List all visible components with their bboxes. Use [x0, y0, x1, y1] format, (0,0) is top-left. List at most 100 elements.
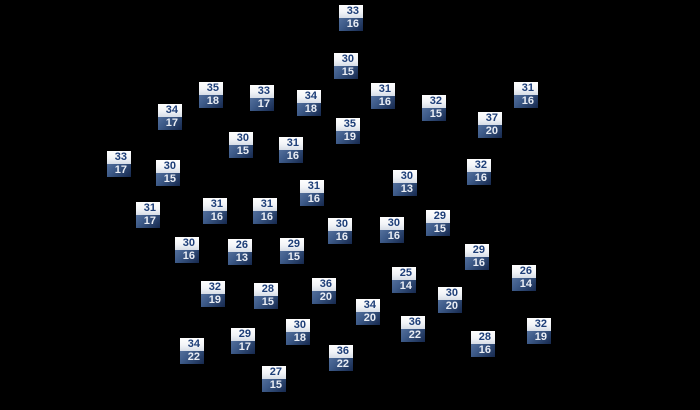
temp-marker[interactable]: 32 19	[201, 281, 225, 307]
temp-marker[interactable]: 30 20	[438, 287, 462, 313]
high-value: 36	[329, 345, 353, 358]
low-value: 16	[371, 96, 395, 109]
low-value: 17	[231, 341, 255, 354]
temp-marker[interactable]: 31 16	[371, 83, 395, 109]
temp-marker[interactable]: 30 15	[334, 53, 358, 79]
temp-marker[interactable]: 31 16	[514, 82, 538, 108]
high-value: 34	[297, 90, 321, 103]
high-value: 32	[527, 318, 551, 331]
high-value: 26	[512, 265, 536, 278]
high-value: 28	[471, 331, 495, 344]
temp-marker[interactable]: 37 20	[478, 112, 502, 138]
low-value: 16	[328, 231, 352, 244]
temp-marker[interactable]: 31 17	[136, 202, 160, 228]
temp-marker[interactable]: 29 15	[280, 238, 304, 264]
temp-marker[interactable]: 34 18	[297, 90, 321, 116]
high-value: 31	[136, 202, 160, 215]
high-value: 29	[465, 244, 489, 257]
low-value: 15	[254, 296, 278, 309]
low-value: 16	[339, 18, 363, 31]
high-value: 26	[228, 239, 252, 252]
low-value: 16	[471, 344, 495, 357]
temp-marker[interactable]: 34 20	[356, 299, 380, 325]
temp-marker[interactable]: 28 15	[254, 283, 278, 309]
temp-marker[interactable]: 31 16	[300, 180, 324, 206]
low-value: 15	[334, 66, 358, 79]
temp-marker[interactable]: 33 16	[339, 5, 363, 31]
low-value: 20	[438, 300, 462, 313]
high-value: 25	[392, 267, 416, 280]
high-value: 31	[279, 137, 303, 150]
temp-marker[interactable]: 26 13	[228, 239, 252, 265]
low-value: 14	[392, 280, 416, 293]
low-value: 13	[393, 183, 417, 196]
temp-marker[interactable]: 30 13	[393, 170, 417, 196]
temp-marker[interactable]: 36 22	[329, 345, 353, 371]
low-value: 17	[107, 164, 131, 177]
high-value: 37	[478, 112, 502, 125]
high-value: 30	[328, 218, 352, 231]
low-value: 18	[286, 332, 310, 345]
temp-marker[interactable]: 29 17	[231, 328, 255, 354]
temp-marker[interactable]: 30 15	[229, 132, 253, 158]
high-value: 30	[380, 217, 404, 230]
temp-marker[interactable]: 35 18	[199, 82, 223, 108]
low-value: 15	[229, 145, 253, 158]
temp-marker[interactable]: 27 15	[262, 366, 286, 392]
low-value: 15	[422, 108, 446, 121]
low-value: 16	[279, 150, 303, 163]
temp-marker[interactable]: 36 22	[401, 316, 425, 342]
temp-marker[interactable]: 30 16	[175, 237, 199, 263]
low-value: 16	[465, 257, 489, 270]
temp-marker[interactable]: 28 16	[471, 331, 495, 357]
temp-marker[interactable]: 30 16	[328, 218, 352, 244]
low-value: 22	[329, 358, 353, 371]
temp-marker[interactable]: 29 16	[465, 244, 489, 270]
temp-marker[interactable]: 30 18	[286, 319, 310, 345]
high-value: 31	[300, 180, 324, 193]
low-value: 20	[478, 125, 502, 138]
temp-marker[interactable]: 31 16	[279, 137, 303, 163]
low-value: 22	[401, 329, 425, 342]
temp-marker[interactable]: 33 17	[107, 151, 131, 177]
low-value: 16	[514, 95, 538, 108]
high-value: 30	[286, 319, 310, 332]
low-value: 16	[253, 211, 277, 224]
high-value: 30	[334, 53, 358, 66]
high-value: 33	[339, 5, 363, 18]
temp-marker[interactable]: 35 19	[336, 118, 360, 144]
high-value: 29	[426, 210, 450, 223]
high-value: 32	[422, 95, 446, 108]
temp-marker[interactable]: 26 14	[512, 265, 536, 291]
temp-marker[interactable]: 33 17	[250, 85, 274, 111]
low-value: 16	[175, 250, 199, 263]
temp-marker[interactable]: 32 19	[527, 318, 551, 344]
low-value: 19	[527, 331, 551, 344]
high-value: 31	[371, 83, 395, 96]
temp-marker[interactable]: 32 15	[422, 95, 446, 121]
temp-marker[interactable]: 31 16	[253, 198, 277, 224]
high-value: 32	[201, 281, 225, 294]
high-value: 29	[280, 238, 304, 251]
temp-marker[interactable]: 32 16	[467, 159, 491, 185]
high-value: 27	[262, 366, 286, 379]
low-value: 16	[300, 193, 324, 206]
temp-marker[interactable]: 25 14	[392, 267, 416, 293]
low-value: 14	[512, 278, 536, 291]
low-value: 19	[336, 131, 360, 144]
high-value: 34	[180, 338, 204, 351]
high-value: 32	[467, 159, 491, 172]
temp-marker[interactable]: 29 15	[426, 210, 450, 236]
low-value: 18	[297, 103, 321, 116]
temp-marker[interactable]: 34 17	[158, 104, 182, 130]
temp-marker[interactable]: 30 16	[380, 217, 404, 243]
temp-marker[interactable]: 30 15	[156, 160, 180, 186]
high-value: 36	[401, 316, 425, 329]
temp-marker[interactable]: 31 16	[203, 198, 227, 224]
high-value: 30	[393, 170, 417, 183]
low-value: 20	[356, 312, 380, 325]
high-value: 34	[356, 299, 380, 312]
temp-marker[interactable]: 34 22	[180, 338, 204, 364]
temp-marker[interactable]: 36 20	[312, 278, 336, 304]
